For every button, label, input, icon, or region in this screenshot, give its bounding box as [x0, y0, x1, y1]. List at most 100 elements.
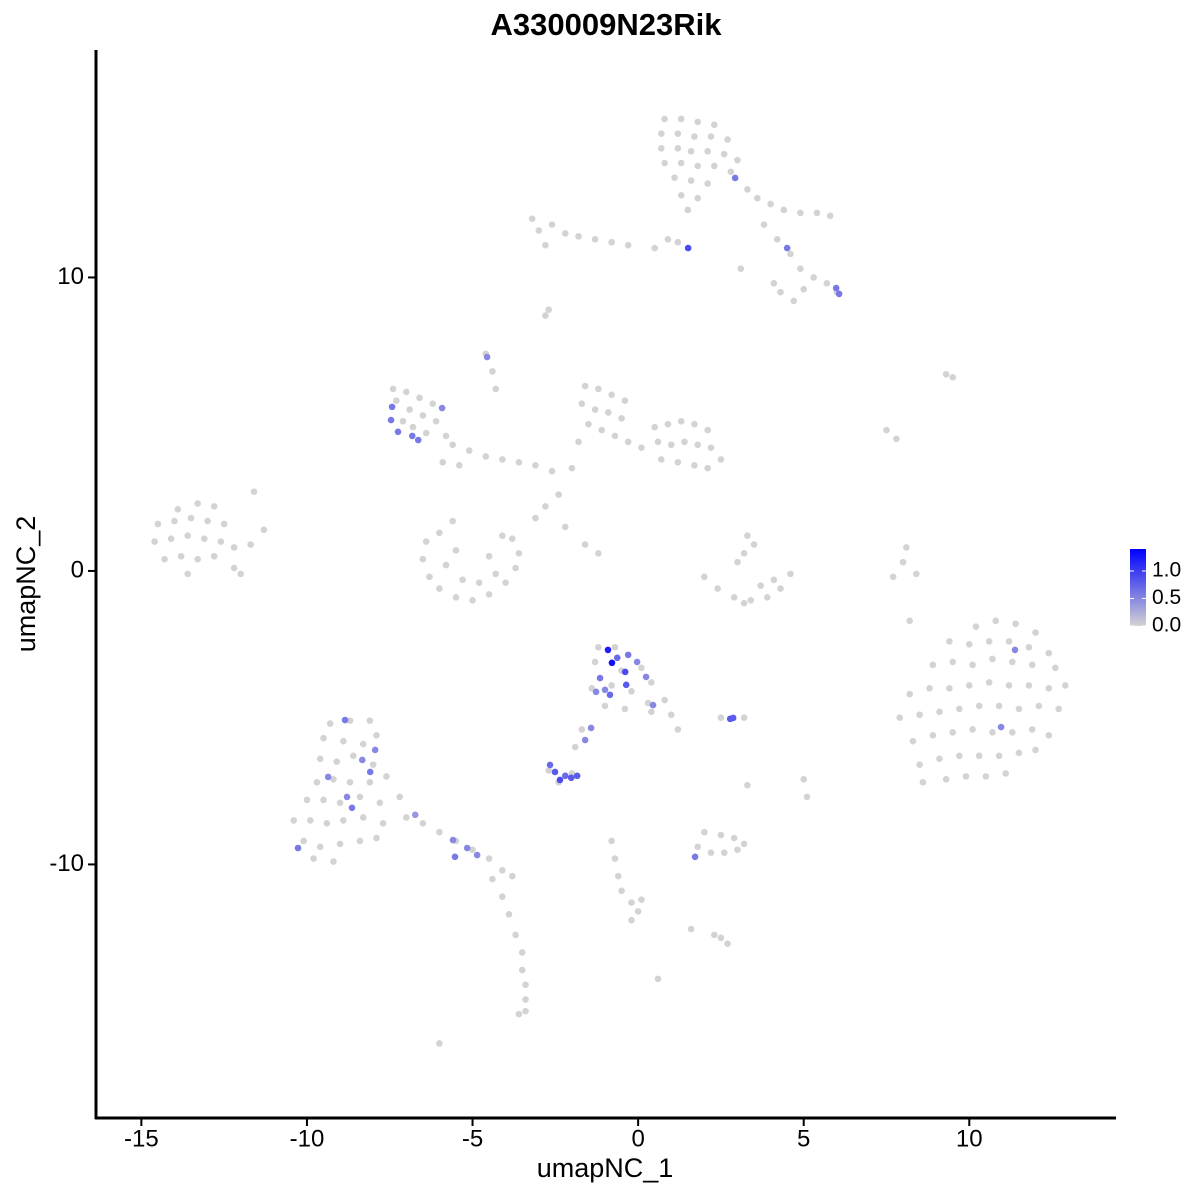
cell-point	[535, 227, 543, 234]
cell-point	[710, 162, 718, 170]
cell-point	[194, 500, 201, 507]
cell-point	[677, 115, 685, 123]
cell-point	[1035, 702, 1043, 710]
x-tick-label: -10	[290, 1125, 325, 1152]
cell-point	[575, 233, 582, 240]
cell-point	[1011, 646, 1019, 654]
chart-title: A330009N23Rik	[491, 7, 723, 42]
cell-point	[730, 834, 738, 842]
cell-point	[578, 400, 586, 407]
cell-point	[965, 682, 973, 689]
cell-point	[356, 793, 364, 801]
cell-point	[826, 212, 834, 220]
cell-point	[982, 773, 990, 780]
cell-point	[210, 503, 218, 510]
cell-point	[956, 705, 963, 713]
cell-point	[250, 488, 258, 495]
cell-point	[336, 799, 344, 807]
cell-point	[608, 837, 615, 845]
cell-point	[608, 659, 616, 667]
cell-point	[581, 541, 589, 548]
cell-point	[995, 752, 1003, 760]
cell-point	[946, 638, 953, 645]
cell-point	[316, 755, 324, 763]
cell-point	[942, 371, 950, 378]
cell-point	[200, 535, 208, 542]
cell-point	[621, 705, 629, 713]
cell-point	[310, 855, 317, 862]
cell-point	[452, 547, 460, 554]
cell-point	[416, 394, 423, 402]
cell-point	[548, 221, 556, 228]
cell-point	[449, 517, 456, 525]
cell-point	[561, 523, 569, 531]
cell-point	[463, 844, 471, 852]
cell-point	[522, 996, 529, 1003]
cell-point	[542, 241, 549, 249]
cell-point	[230, 564, 238, 572]
cell-point	[379, 820, 387, 827]
cell-point	[661, 115, 668, 123]
cell-point	[592, 688, 600, 696]
cell-point	[667, 441, 675, 449]
x-tick-label: -15	[124, 1125, 159, 1152]
cell-point	[734, 156, 741, 164]
cell-point	[671, 174, 678, 181]
cell-point	[770, 576, 778, 584]
cell-point	[220, 520, 228, 528]
cell-point	[336, 840, 344, 848]
cell-point	[555, 491, 562, 498]
cell-point	[419, 412, 427, 419]
cell-point	[674, 145, 682, 152]
cell-point	[664, 235, 672, 243]
cell-point	[502, 579, 509, 586]
cell-point	[737, 265, 745, 272]
cell-point	[571, 743, 579, 751]
cell-point	[394, 428, 402, 436]
cell-point	[512, 931, 519, 939]
cell-point	[151, 538, 158, 545]
cell-point	[717, 456, 725, 463]
cell-point	[638, 896, 645, 903]
cell-point	[701, 828, 708, 836]
cell-point	[414, 436, 422, 444]
y-tick-label: 0	[71, 556, 84, 583]
cell-point	[485, 552, 493, 560]
cell-point	[442, 561, 450, 569]
cell-point	[1015, 749, 1023, 757]
colorbar-tick-label: 1.0	[1152, 559, 1181, 582]
cell-point	[694, 843, 702, 851]
cell-point	[1045, 731, 1053, 739]
cell-point	[1009, 729, 1016, 736]
cell-point	[409, 423, 417, 431]
cell-point	[323, 820, 331, 827]
cell-point	[763, 594, 771, 601]
cell-point	[1032, 746, 1039, 754]
cell-point	[916, 761, 923, 768]
cell-point	[343, 793, 351, 801]
cell-point	[694, 162, 702, 170]
cell-point	[654, 975, 662, 983]
cell-point	[909, 737, 917, 745]
cell-point	[975, 702, 983, 710]
cell-point	[720, 150, 728, 158]
cell-point	[906, 690, 913, 698]
cell-point	[648, 679, 655, 686]
cell-point	[965, 641, 973, 648]
cell-point	[694, 194, 702, 202]
cell-point	[919, 778, 927, 786]
cell-point	[459, 576, 466, 584]
cell-point	[740, 550, 748, 557]
cell-point	[942, 776, 950, 783]
cell-point	[710, 121, 718, 129]
cell-point	[575, 438, 582, 446]
cell-point	[707, 133, 715, 140]
cell-point	[614, 872, 622, 880]
cell-point	[508, 535, 516, 542]
cell-point	[455, 461, 463, 469]
cell-point	[687, 147, 695, 155]
cell-point	[492, 385, 500, 393]
cell-point	[247, 541, 254, 548]
cell-point	[449, 441, 456, 449]
cell-point	[734, 846, 741, 854]
